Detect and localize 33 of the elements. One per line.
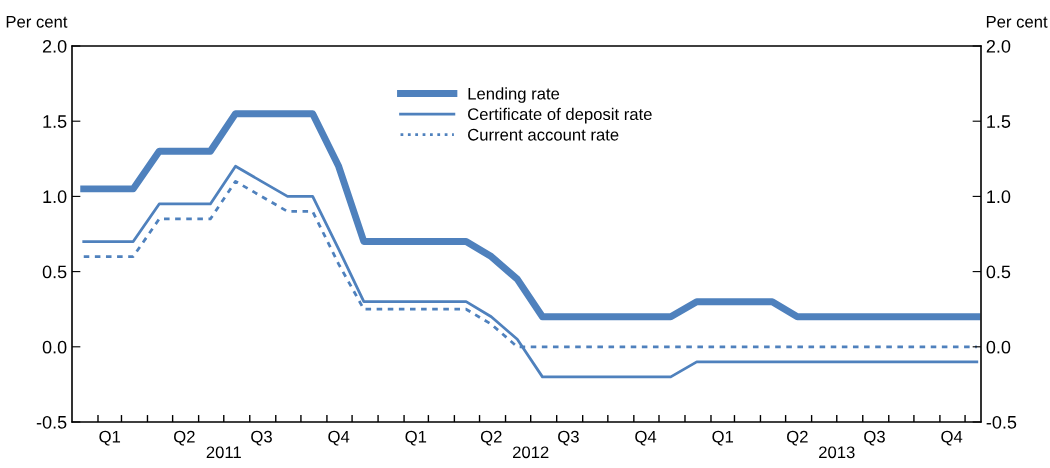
legend-label: Lending rate (468, 87, 560, 103)
x2-tick-label: 2013 (819, 446, 855, 459)
legend-label: Certificate of deposit rate (468, 107, 652, 124)
x-tick-label: Q4 (941, 430, 963, 446)
y-tick-label: 2.0 (42, 39, 67, 53)
x-tick-label: Q4 (635, 430, 657, 446)
x2-tick-label: 2011 (206, 446, 241, 459)
x-tick-label: Q1 (712, 430, 734, 446)
x-tick-label: Q3 (864, 430, 885, 446)
legend-label: Current account rate (468, 128, 619, 141)
x-tick-label: Q3 (558, 430, 579, 446)
y-tick-label: 1.0 (43, 190, 67, 204)
y-axis-title: Per cent (6, 16, 68, 28)
y2-tick-label: 0.0 (986, 340, 1011, 354)
y2-tick-label: 1.0 (987, 190, 1011, 204)
y2-tick-label: 1.5 (987, 115, 1011, 128)
y-tick-label: 0.5 (42, 265, 67, 279)
y2-tick-label: 2.0 (986, 39, 1011, 53)
x-tick-label: Q1 (99, 430, 121, 446)
x-tick-label: Q4 (328, 430, 350, 446)
x-tick-label: Q1 (405, 430, 427, 446)
y2-tick-label: -0.5 (986, 415, 1017, 429)
y2-tick-label: 0.5 (986, 265, 1011, 279)
x-tick-label: Q2 (480, 430, 502, 446)
x2-tick-label: 2012 (512, 446, 549, 459)
y-tick-label: -0.5 (36, 415, 67, 429)
y2-axis-title: Per cent (986, 16, 1048, 28)
y-tick-label: 0.0 (42, 340, 67, 354)
y-tick-label: 1.5 (43, 115, 67, 128)
x-tick-label: Q2 (174, 430, 195, 446)
x-tick-label: Q2 (787, 430, 808, 446)
x-tick-label: Q3 (251, 430, 272, 446)
line-series (82, 164, 979, 379)
